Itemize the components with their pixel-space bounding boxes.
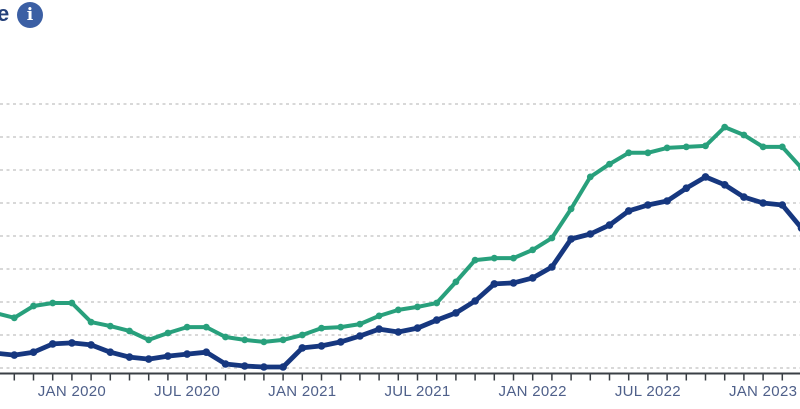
navy-line-point[interactable] xyxy=(528,274,537,282)
navy-line-point[interactable] xyxy=(567,235,575,243)
green-line-point[interactable] xyxy=(337,323,345,331)
navy-line-point[interactable] xyxy=(605,221,614,229)
navy-line-point[interactable] xyxy=(375,325,383,333)
chart-title-fragment: e xyxy=(0,1,10,26)
green-line-point[interactable] xyxy=(241,336,249,344)
x-axis-label: JUL 2022 xyxy=(615,383,681,400)
navy-line-point[interactable] xyxy=(682,184,691,192)
navy-line-point[interactable] xyxy=(106,348,115,357)
green-line-point[interactable] xyxy=(414,303,421,311)
green-line-point[interactable] xyxy=(567,205,575,213)
navy-line-point[interactable] xyxy=(202,348,211,357)
navy-line-point[interactable] xyxy=(413,324,422,332)
green-line-point[interactable] xyxy=(356,320,364,328)
green-line-point[interactable] xyxy=(548,234,556,242)
navy-line-point[interactable] xyxy=(663,197,671,205)
navy-line-point[interactable] xyxy=(29,348,38,357)
green-line-point[interactable] xyxy=(625,149,633,157)
green-line-point[interactable] xyxy=(778,143,786,151)
green-line-point[interactable] xyxy=(202,323,210,331)
navy-line-point[interactable] xyxy=(68,339,76,347)
green-line-point[interactable] xyxy=(298,331,306,339)
navy-line-point[interactable] xyxy=(759,199,767,207)
navy-line-point[interactable] xyxy=(740,193,748,201)
green-line-point[interactable] xyxy=(510,254,517,262)
green-line-point[interactable] xyxy=(433,299,441,307)
navy-line-point[interactable] xyxy=(452,309,460,317)
green-line-point[interactable] xyxy=(375,312,383,320)
navy-line-point[interactable] xyxy=(260,363,268,371)
navy-line-point[interactable] xyxy=(48,340,57,348)
info-icon-glyph: i xyxy=(26,5,34,25)
navy-line-point[interactable] xyxy=(125,353,134,361)
green-line-point[interactable] xyxy=(279,336,287,344)
navy-line-point[interactable] xyxy=(797,224,800,232)
green-line-point[interactable] xyxy=(164,329,172,337)
x-axis-label: JUL 2021 xyxy=(384,383,450,400)
green-line-point[interactable] xyxy=(682,143,690,151)
navy-line-point[interactable] xyxy=(548,263,556,271)
green-line-point[interactable] xyxy=(106,322,114,330)
navy-line-point[interactable] xyxy=(778,201,787,209)
navy-line-point[interactable] xyxy=(356,332,364,340)
navy-line-point[interactable] xyxy=(720,181,729,189)
x-axis-label: JAN 2020 xyxy=(38,383,106,400)
green-line-point[interactable] xyxy=(529,246,537,254)
green-line-point[interactable] xyxy=(721,123,729,131)
navy-line-path xyxy=(0,174,800,370)
green-line-point[interactable] xyxy=(222,333,229,341)
green-line-point[interactable] xyxy=(663,144,671,152)
green-line-point[interactable] xyxy=(586,173,594,181)
green-line-point[interactable] xyxy=(30,302,37,310)
navy-line-point[interactable] xyxy=(394,328,403,336)
navy-line-point[interactable] xyxy=(586,230,595,238)
green-line-point[interactable] xyxy=(10,314,18,322)
green-line-point[interactable] xyxy=(260,338,268,346)
navy-line-point[interactable] xyxy=(279,363,287,371)
navy-line-point[interactable] xyxy=(144,355,153,363)
navy-line-point[interactable] xyxy=(624,207,633,215)
green-line-point[interactable] xyxy=(471,256,479,264)
green-line-point[interactable] xyxy=(126,327,133,335)
x-axis-label: JAN 2023 xyxy=(729,383,797,400)
green-line-point[interactable] xyxy=(644,149,652,157)
navy-line-point[interactable] xyxy=(10,351,19,359)
x-axis-label: JAN 2021 xyxy=(268,383,336,400)
x-axis-label: JAN 2022 xyxy=(499,383,567,400)
navy-line-point[interactable] xyxy=(221,360,230,368)
green-line-point[interactable] xyxy=(606,160,613,168)
navy-line-point[interactable] xyxy=(87,341,95,349)
green-line-point[interactable] xyxy=(452,278,460,286)
navy-line-point[interactable] xyxy=(164,352,172,360)
green-line-point[interactable] xyxy=(702,142,709,150)
navy-line-point[interactable] xyxy=(183,350,191,358)
navy-line-point[interactable] xyxy=(432,316,441,324)
navy-line-point[interactable] xyxy=(298,344,307,352)
green-line-point[interactable] xyxy=(49,299,57,307)
navy-line-point[interactable] xyxy=(240,362,249,370)
navy-line-point[interactable] xyxy=(490,280,499,288)
green-line-point[interactable] xyxy=(394,306,402,314)
navy-line-point[interactable] xyxy=(701,173,710,181)
green-line-point[interactable] xyxy=(740,131,748,139)
green-line-point[interactable] xyxy=(759,143,767,151)
navy-line-point[interactable] xyxy=(471,297,479,305)
navy-line-point[interactable] xyxy=(509,279,518,287)
navy-line-point[interactable] xyxy=(644,201,652,209)
green-line-point[interactable] xyxy=(318,324,325,332)
green-line-point[interactable] xyxy=(183,323,191,331)
navy-line-point[interactable] xyxy=(317,342,326,350)
green-line-point[interactable] xyxy=(68,299,76,307)
green-line-point[interactable] xyxy=(490,254,498,262)
green-line-point[interactable] xyxy=(145,336,153,344)
navy-line-point[interactable] xyxy=(336,338,345,346)
info-icon[interactable]: i xyxy=(17,2,43,28)
x-axis-label: JUL 2020 xyxy=(154,383,220,400)
green-line-point[interactable] xyxy=(87,318,95,326)
